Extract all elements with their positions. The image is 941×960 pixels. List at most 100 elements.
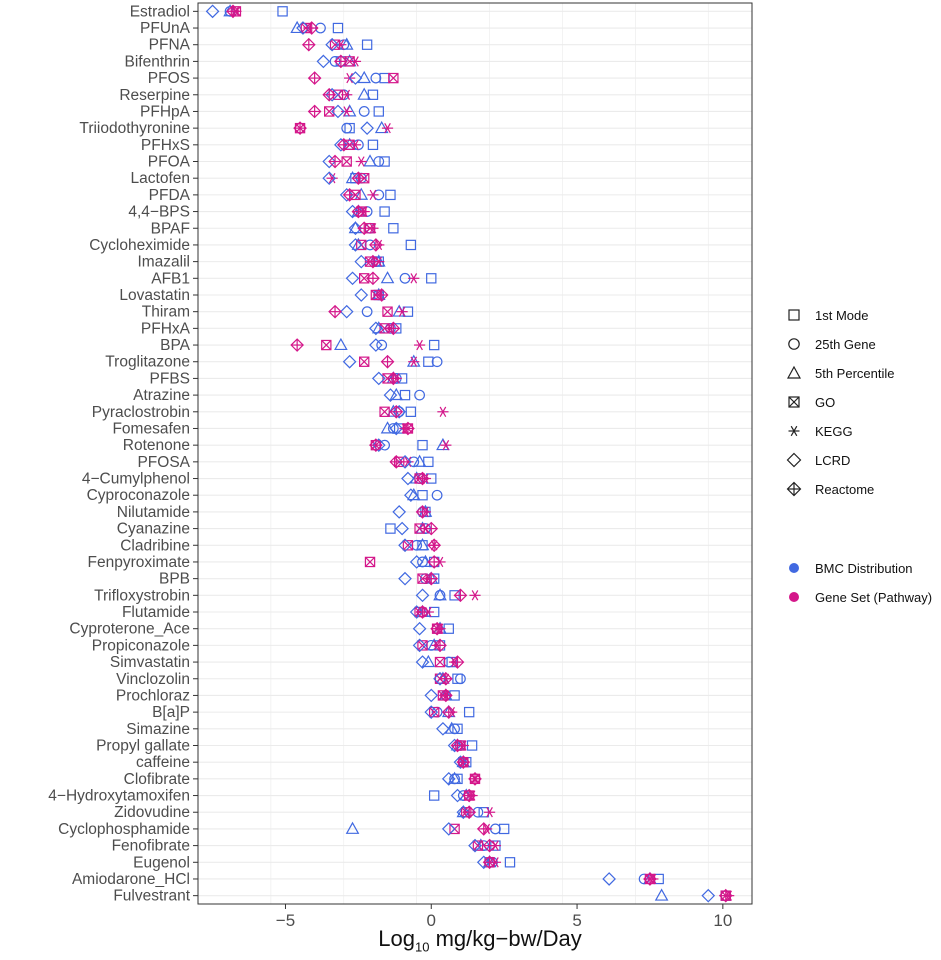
square-point [367, 139, 379, 151]
marker-square [361, 39, 373, 50]
marker-triangle [654, 888, 669, 901]
crossed-diamond-point [424, 571, 439, 586]
x-tick-label: 10 [713, 911, 732, 930]
triangle-point [421, 654, 436, 668]
y-tick-label: Imazalil [137, 254, 190, 271]
marker-asterisk-line [398, 306, 406, 317]
crossed-diamond-point [438, 688, 453, 703]
legend-item-reactome: Reactome [785, 479, 874, 499]
marker-square [417, 439, 428, 451]
marker-triangle [380, 271, 395, 284]
marker-triangle [415, 538, 430, 551]
marker-square [417, 490, 428, 501]
diamond-point [392, 404, 407, 419]
marker-triangle [406, 354, 421, 367]
marker-square [452, 673, 463, 684]
marker-diamond [424, 688, 439, 703]
crossed-diamond-point [482, 838, 497, 853]
asterisk-point [396, 306, 408, 317]
marker-diamond [371, 371, 386, 386]
marker-diamond [339, 304, 354, 319]
marker-diamond [436, 721, 450, 736]
diamond-point [441, 822, 456, 836]
marker-diamond [339, 188, 354, 202]
circle-point [455, 673, 466, 685]
crossed-diamond-point [342, 188, 357, 202]
triangle-point [363, 154, 377, 167]
circle-point [358, 106, 370, 117]
diamond-point [398, 538, 412, 553]
legend-label: LCRD [815, 452, 851, 468]
y-tick-label: Rotenone [123, 437, 190, 454]
square-point [504, 857, 516, 868]
asterisk-point [355, 156, 367, 167]
crossed-diamond-icon [786, 481, 802, 497]
marker-square [277, 6, 288, 17]
crossed-diamond-point [415, 605, 430, 619]
y-tick-label: Zidovudine [114, 804, 190, 821]
square-point [277, 6, 288, 17]
marker-cross-line [379, 406, 390, 417]
triangle-point [406, 354, 421, 367]
marker-square [379, 156, 390, 167]
diamond-point [433, 671, 447, 686]
marker-asterisk-line [439, 406, 447, 417]
crossed-square-point [321, 339, 332, 351]
triangle-point [374, 120, 389, 134]
diamond-point [342, 354, 357, 369]
crossed-diamond-point [366, 271, 380, 286]
triangle-point [345, 170, 360, 184]
square-point [463, 706, 475, 718]
marker-diamond [395, 521, 409, 536]
y-tick-label: Estradiol [130, 3, 190, 20]
marker-square [388, 72, 399, 84]
triangle-point [354, 187, 369, 200]
marker-diamond [354, 254, 369, 269]
circle-point [341, 122, 353, 134]
marker-asterisk-line [352, 56, 359, 67]
y-tick-label: Fomesafen [112, 420, 190, 437]
crossed-diamond-point [374, 288, 389, 302]
crossed-diamond-point [334, 54, 348, 69]
crossed-diamond-point [366, 254, 380, 269]
y-tick-label: Vinclozolin [116, 671, 190, 688]
marker-square [426, 273, 437, 284]
legend-label: 25th Gene [815, 336, 876, 352]
crossed-diamond-point [415, 471, 430, 486]
marker-diamond [412, 638, 427, 653]
marker-triangle [433, 588, 447, 601]
crossed-diamond-point [424, 521, 439, 536]
diamond-point [322, 171, 337, 186]
diamond-point [348, 71, 363, 85]
marker-diamond [447, 738, 462, 753]
y-tick-label: Cyproterone_Ace [69, 621, 190, 638]
legend-label: Gene Set (Pathway) [815, 589, 933, 605]
marker-diamond [342, 354, 357, 369]
crossed-diamond-point [386, 321, 401, 336]
marker-asterisk-line [442, 439, 450, 451]
asterisk-point [440, 439, 452, 451]
crossed-diamond-point [441, 705, 456, 719]
marker-diamond [345, 271, 360, 286]
crossed-diamond-point [351, 204, 366, 219]
marker-cross-line [417, 573, 428, 584]
marker-cross-line [359, 273, 370, 284]
asterisk-point [335, 39, 347, 50]
crossed-diamond-point [643, 872, 657, 886]
marker-square [434, 656, 446, 668]
crossed-square-point [359, 356, 370, 367]
marker-asterisk-line [404, 456, 412, 468]
marker-square [367, 139, 379, 151]
triangle-point [447, 771, 462, 784]
crossed-diamond-point [427, 555, 442, 569]
circle-point [370, 72, 382, 84]
diamond-point [205, 4, 220, 19]
marker-asterisk-line [343, 106, 351, 117]
marker-triangle [363, 154, 377, 167]
marker-triangle [447, 771, 462, 784]
square-point [399, 389, 411, 401]
marker-circle [431, 356, 443, 368]
diamond-point [476, 855, 491, 870]
square-point [417, 490, 428, 501]
marker-diamond [322, 154, 337, 169]
